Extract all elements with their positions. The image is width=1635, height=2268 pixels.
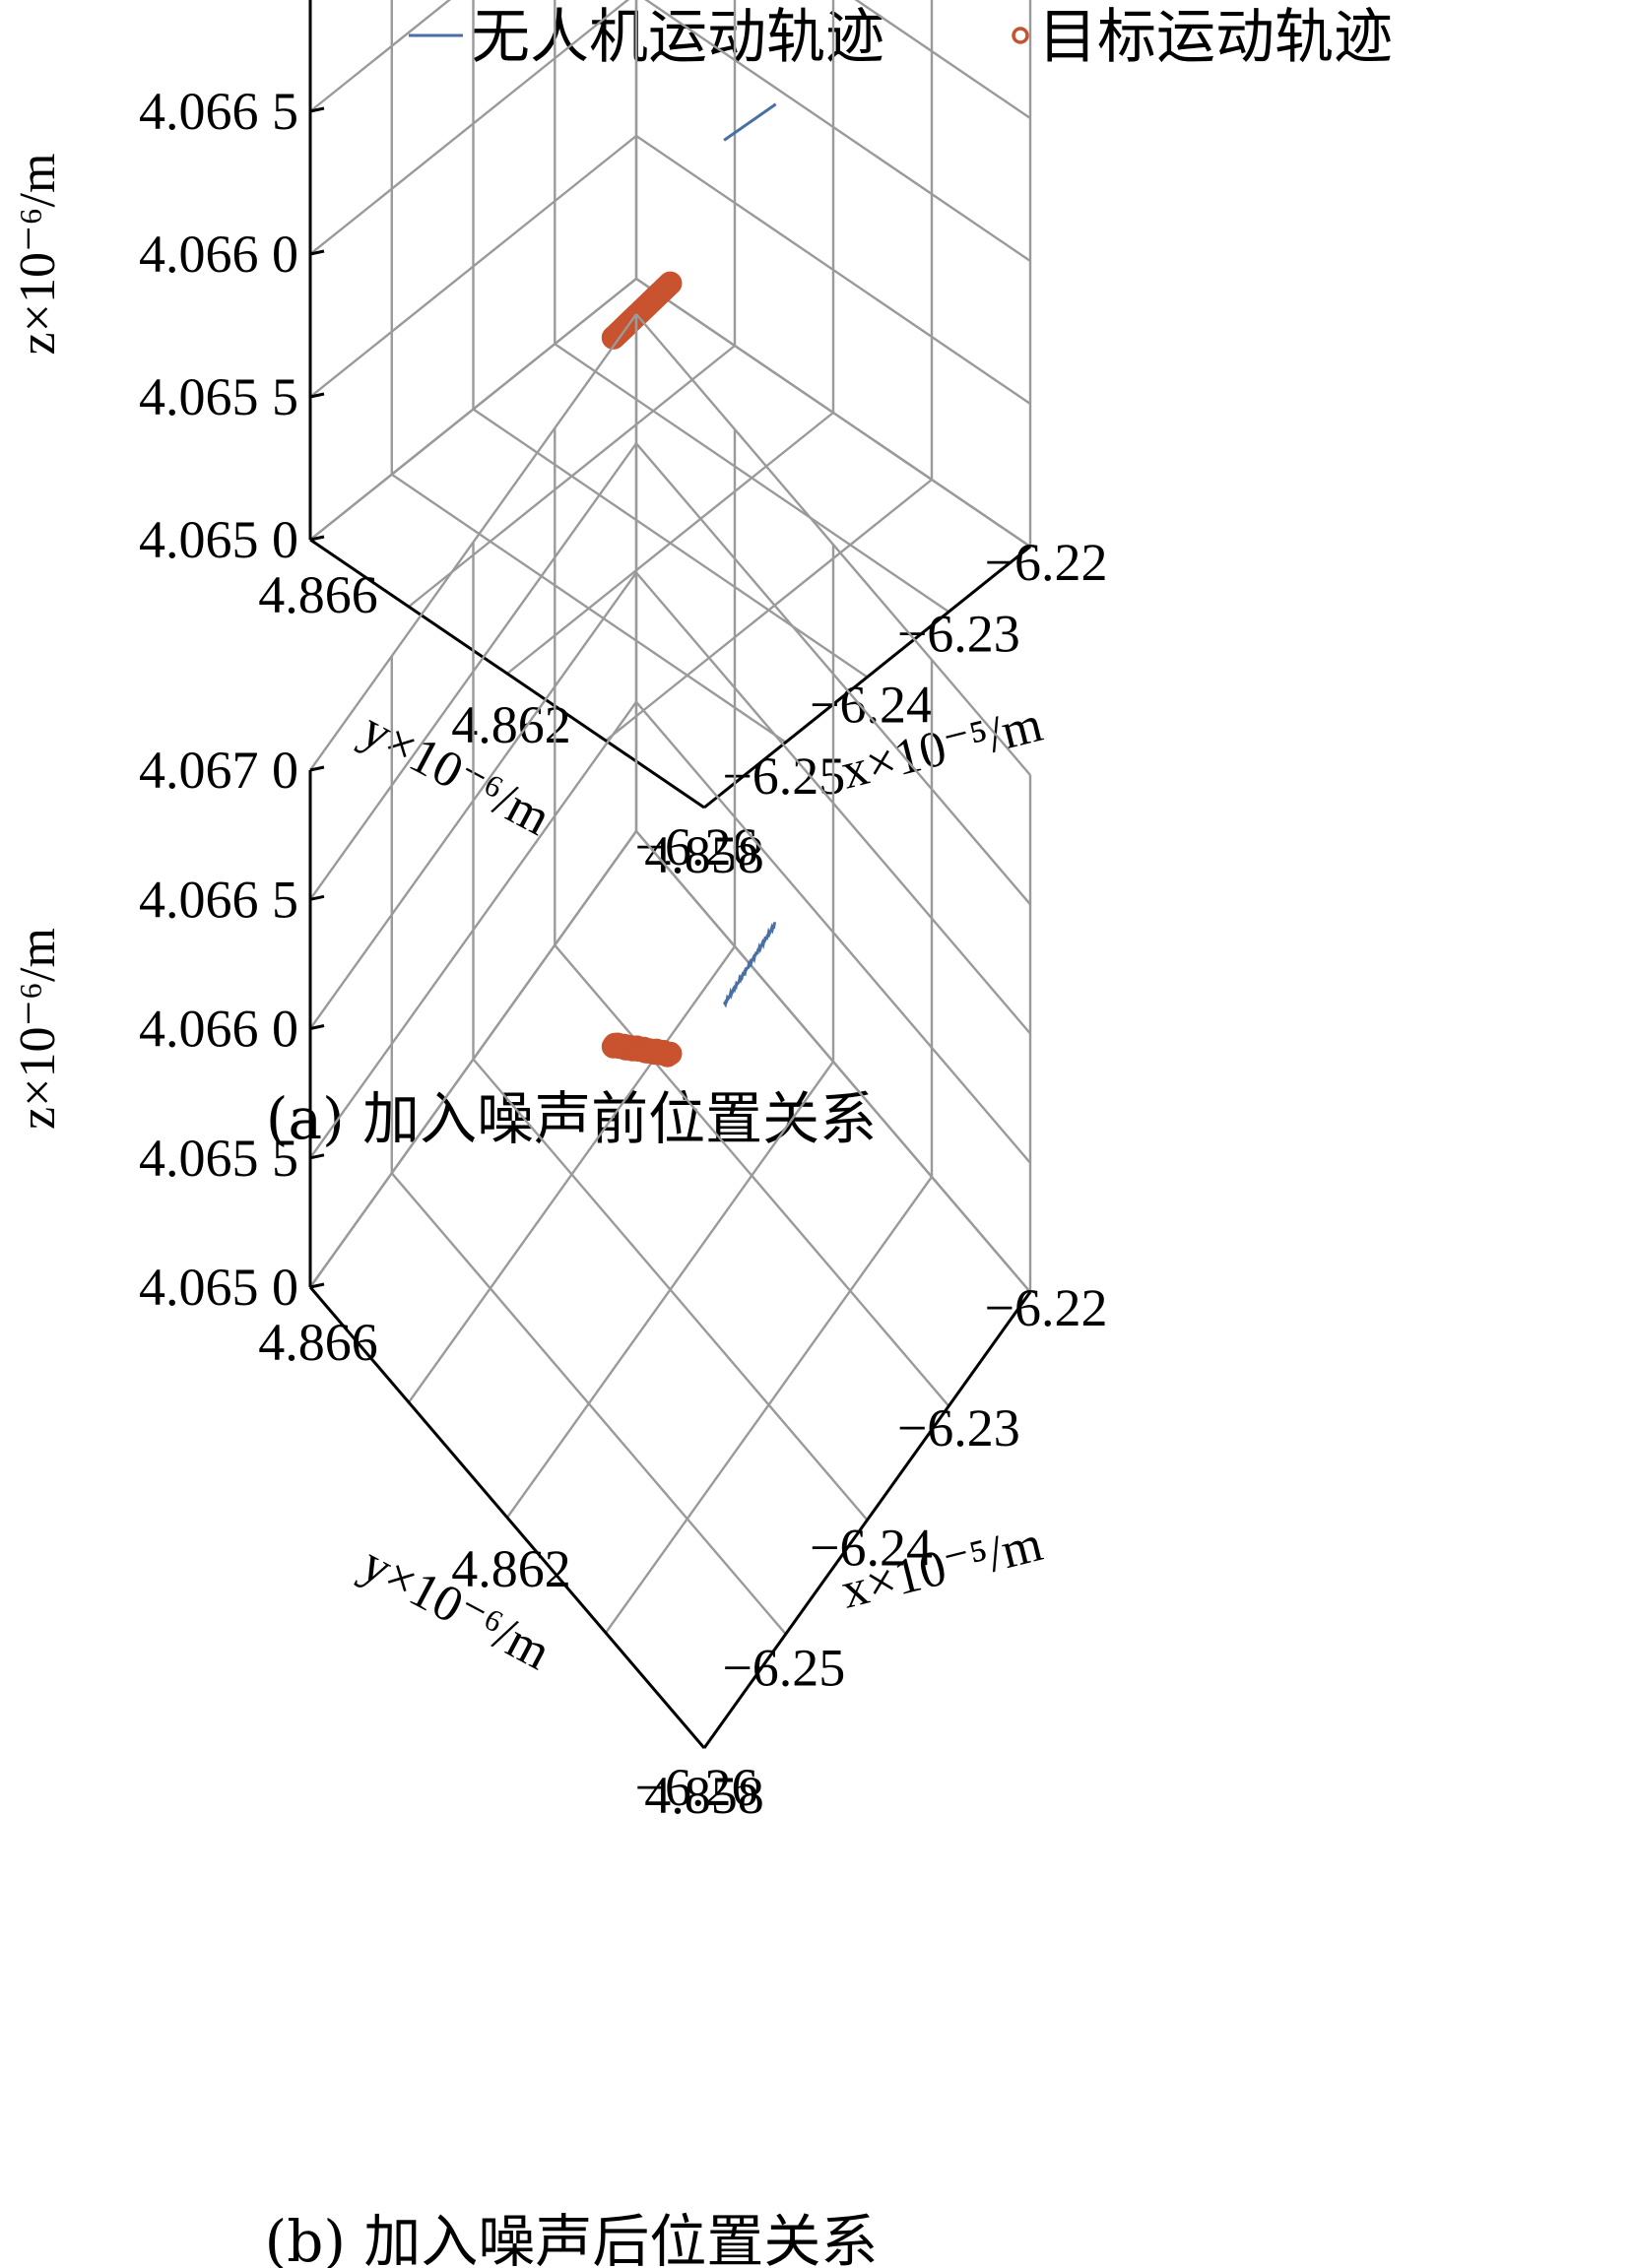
wall-gridline-zy [635, 571, 1031, 1035]
x-tick-label: −6.22 [985, 1278, 1108, 1337]
z-axis-title: z×10⁻⁶/m [10, 154, 66, 356]
target-trajectory-point [601, 1034, 625, 1059]
wall-gridline-zx [309, 0, 452, 112]
z-tick-label: 4.065 5 [139, 367, 298, 426]
target-trajectory-point [601, 325, 625, 350]
z-tick-label: 4.067 0 [139, 741, 298, 800]
wall-gridline-zy [635, 278, 1031, 548]
z-tick-mark [309, 894, 325, 901]
z-tick-label: 4.065 0 [139, 1258, 298, 1317]
x-tick-label: −6.22 [985, 533, 1108, 592]
wall-gridline-zx [309, 313, 637, 771]
panel-caption: (b) 加入噪声后位置关系 [265, 2208, 879, 2268]
x-tick-label: −6.23 [897, 604, 1020, 663]
wall-gridline-zy [635, 442, 1031, 906]
wall-gridline-zy [635, 830, 1031, 1293]
wall-gridline-zy [854, 0, 1031, 119]
z-tick-label: 4.066 5 [139, 870, 298, 929]
z-tick-mark [309, 1282, 325, 1289]
drone-trajectory-line [723, 102, 777, 142]
panel-caption: (a) 加入噪声前位置关系 [266, 1085, 877, 1152]
x-tick-label: −6.24 [810, 676, 933, 735]
y-tick-label: 4.858 [644, 825, 764, 884]
floor-gridline-y [408, 345, 736, 608]
z-tick-mark [309, 392, 325, 399]
z-tick-mark [309, 1024, 325, 1030]
wall-gridline-zx [309, 278, 637, 541]
y-tick-label: 4.862 [451, 1539, 571, 1598]
z-tick-mark [309, 106, 325, 113]
wall-gridline-zx [309, 0, 630, 255]
z-tick-mark [309, 535, 325, 542]
y-axis [308, 1286, 706, 1749]
z-tick-label: 4.066 5 [139, 82, 298, 141]
drone-trajectory-line [722, 922, 776, 1008]
wall-gridline-zy [635, 313, 1031, 776]
y-tick-label: 4.862 [451, 695, 571, 754]
floor-gridline-y [408, 945, 736, 1403]
x-tick-label: −6.25 [722, 746, 845, 806]
wall-gridline-zy [644, 0, 1031, 262]
x-tick-label: −6.23 [897, 1398, 1020, 1458]
z-tick-label: 4.065 5 [139, 1129, 298, 1188]
x-tick-label: −6.25 [722, 1638, 845, 1697]
x-tick-label: −6.24 [810, 1519, 933, 1578]
z-tick-mark [309, 765, 325, 772]
z-axis-title: z×10⁻⁶/m [10, 928, 66, 1130]
z-tick-mark [309, 1153, 325, 1160]
floor-gridline-y [605, 479, 933, 742]
panel-a: 4.065 0 4.065 5 4.066 0 4.066 5 4.067 0 −6.26… [10, 0, 1107, 1152]
legend-drone-label: 无人机运动轨迹 [471, 3, 884, 72]
floor-gridline-y [506, 1061, 834, 1519]
y-tick-label: 4.866 [258, 1313, 378, 1372]
wall-gridline-zx [309, 442, 637, 900]
z-tick-label: 4.066 0 [139, 1000, 298, 1059]
wall-gridline-zx [309, 701, 637, 1159]
y-tick-label: 4.866 [258, 565, 378, 624]
wall-gridline-zx [309, 830, 637, 1288]
legend: 无人机运动轨迹 目标运动轨迹 [409, 3, 1393, 72]
wall-gridline-zy [635, 701, 1031, 1164]
z-tick-label: 4.065 0 [139, 510, 298, 569]
floor-gridline-y [506, 412, 834, 675]
wall-gridline-zx [309, 571, 637, 1030]
legend-target-marker [1012, 27, 1029, 44]
floor-gridline-y [605, 1176, 933, 1634]
wall-gridline-zy [635, 135, 1031, 405]
y-axis [309, 538, 705, 810]
x-axis [703, 545, 1031, 810]
x-tick-label: −6.26 [635, 817, 758, 876]
x-axis [702, 1291, 1032, 1749]
y-tick-label: 4.858 [644, 1766, 764, 1825]
x-tick-label: −6.26 [635, 1758, 758, 1817]
z-tick-label: 4.066 0 [139, 225, 298, 284]
wall-gridline-zx [309, 135, 637, 398]
z-tick-mark [309, 249, 325, 256]
legend-target-label: 目标运动轨迹 [1038, 3, 1393, 72]
